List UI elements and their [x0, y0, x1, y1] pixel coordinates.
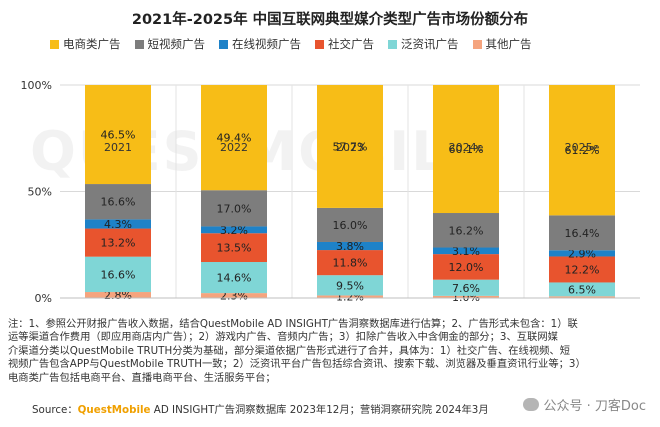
data-label: 7.6%	[452, 282, 480, 295]
legend-item: 在线视频广告	[219, 36, 301, 52]
legend-swatch	[315, 39, 324, 49]
stacked-bar-chart: 0%50%100%2.8%16.6%13.2%4.3%16.6%46.5%202…	[21, 79, 640, 305]
watermark-text: 公众号 · 刀客Doc	[543, 399, 646, 414]
bar-segment	[85, 292, 151, 298]
legend-label: 电商类广告	[63, 37, 121, 51]
bar-segment	[85, 219, 151, 229]
data-label: 13.2%	[101, 237, 136, 250]
bar-segment	[201, 293, 267, 298]
data-label: 16.6%	[101, 268, 136, 281]
bar-segment	[549, 256, 615, 283]
bar-segment	[317, 250, 383, 276]
data-label: 61.2%	[565, 144, 600, 157]
x-tick-label: 2024e	[449, 141, 484, 154]
bar-segment	[201, 85, 267, 191]
bar-segment	[85, 256, 151, 293]
data-label: 12.0%	[449, 261, 484, 274]
x-tick-label: 2023	[336, 141, 364, 154]
bar-segment	[433, 254, 499, 280]
legend-label: 在线视频广告	[232, 37, 301, 51]
y-tick-label: 100%	[21, 79, 52, 92]
bar-segment	[549, 296, 615, 298]
bar-segment	[85, 85, 151, 185]
bar-segment	[85, 228, 151, 257]
bar-segment	[317, 241, 383, 251]
x-tick-label: 2022	[220, 141, 248, 154]
bar-segment	[317, 207, 383, 242]
data-label: 13.5%	[217, 242, 252, 255]
source-brand: QuestMobile	[77, 404, 151, 416]
data-label: 2.9%	[568, 247, 596, 260]
footnote-line: 视频广告包含APP与QuestMobile TRUTH一致；2）泛资讯平台广告包…	[8, 358, 586, 371]
legend-label: 其他广告	[485, 37, 532, 51]
legend-swatch	[134, 39, 144, 49]
bar-segment	[549, 250, 615, 257]
data-label: 3.1%	[452, 245, 480, 258]
data-label: 6.5%	[568, 283, 596, 296]
bar-segment	[317, 85, 383, 208]
data-label: 3.8%	[336, 240, 364, 253]
bar-segment	[433, 279, 499, 296]
bar-segment	[201, 226, 267, 234]
data-label: 17.0%	[217, 202, 252, 215]
y-tick-label: 50%	[28, 186, 52, 199]
data-label: 16.4%	[565, 227, 600, 240]
source-line: Source：QuestMobile AD INSIGHT广告洞察数据库 202…	[32, 401, 489, 416]
data-label: 2.8%	[104, 289, 132, 302]
bar-segment	[549, 85, 615, 216]
data-label: 16.0%	[333, 219, 368, 232]
data-label: 3.2%	[220, 224, 248, 237]
footnotes: 注：1、参照公开财报广告收入数据，结合QuestMobile AD INSIGH…	[8, 318, 648, 385]
wechat-icon	[523, 398, 540, 411]
legend-swatch	[50, 39, 59, 49]
legend-swatch	[472, 39, 482, 49]
legend-swatch	[219, 39, 228, 49]
legend-label: 社交广告	[328, 37, 374, 51]
data-label: 12.2%	[565, 263, 600, 276]
data-label: 11.8%	[333, 257, 368, 270]
data-label: 49.4%	[217, 132, 252, 145]
footnote-line: 运等渠道合作费用（即应用商店内广告）；2）游戏内广告、音频内广告；3）扣除广告收…	[8, 331, 558, 344]
data-label: 57.7%	[333, 140, 368, 153]
x-tick-label: 2025e	[565, 141, 600, 154]
data-label: 9.5%	[336, 279, 364, 292]
bar-segment	[317, 295, 383, 298]
bar-segment	[317, 275, 383, 296]
x-tick-label: 2021	[104, 141, 132, 154]
y-tick-label: 0%	[35, 292, 52, 305]
data-label: 16.2%	[449, 224, 484, 237]
footnote-line: 注：1、参照公开财报广告收入数据，结合QuestMobile AD INSIGH…	[8, 318, 578, 330]
bar-segment	[433, 247, 499, 255]
source-prefix: Source：	[32, 404, 78, 416]
legend-item: 其他广告	[472, 36, 532, 52]
bar-segment	[201, 190, 267, 227]
bar-segment	[433, 85, 499, 214]
bar-segment	[433, 295, 499, 298]
legend-item: 泛资讯广告	[388, 36, 459, 52]
bar-segment	[201, 262, 267, 294]
legend-item: 短视频广告	[134, 36, 206, 52]
data-label: 46.5%	[101, 129, 136, 142]
footnote-line: 介渠道分类以QuestMobile TRUTH分类为基础，部分渠道依据广告形式进…	[8, 344, 571, 357]
bar-segment	[549, 282, 615, 297]
wechat-watermark: 公众号 · 刀客Doc	[523, 395, 646, 414]
data-label: 14.6%	[217, 272, 252, 285]
footnote-line: 电商类广告包括电商平台、直播电商平台、生活服务平台；	[8, 371, 276, 384]
bar-segment	[549, 215, 615, 251]
data-label: 60.1%	[449, 143, 484, 156]
legend-item: 社交广告	[315, 36, 374, 52]
source-rest: AD INSIGHT广告洞察数据库 2023年12月；营销洞察研究院 2024年…	[150, 404, 489, 416]
bar-segment	[433, 213, 499, 248]
data-label: 16.6%	[101, 196, 136, 209]
bar-segment	[201, 233, 267, 263]
legend-label: 短视频广告	[147, 37, 206, 51]
data-label: 4.3%	[104, 218, 132, 231]
chart-title: 2021年-2025年 中国互联网典型媒介类型广告市场份额分布	[131, 12, 529, 28]
legend-label: 泛资讯广告	[401, 37, 459, 51]
bar-segment	[85, 184, 151, 220]
legend-swatch	[388, 39, 397, 49]
legend: 电商类广告 短视频广告 在线视频广告 社交广告 泛资讯广告 其他广告	[50, 36, 650, 52]
legend-item: 电商类广告	[50, 36, 121, 52]
